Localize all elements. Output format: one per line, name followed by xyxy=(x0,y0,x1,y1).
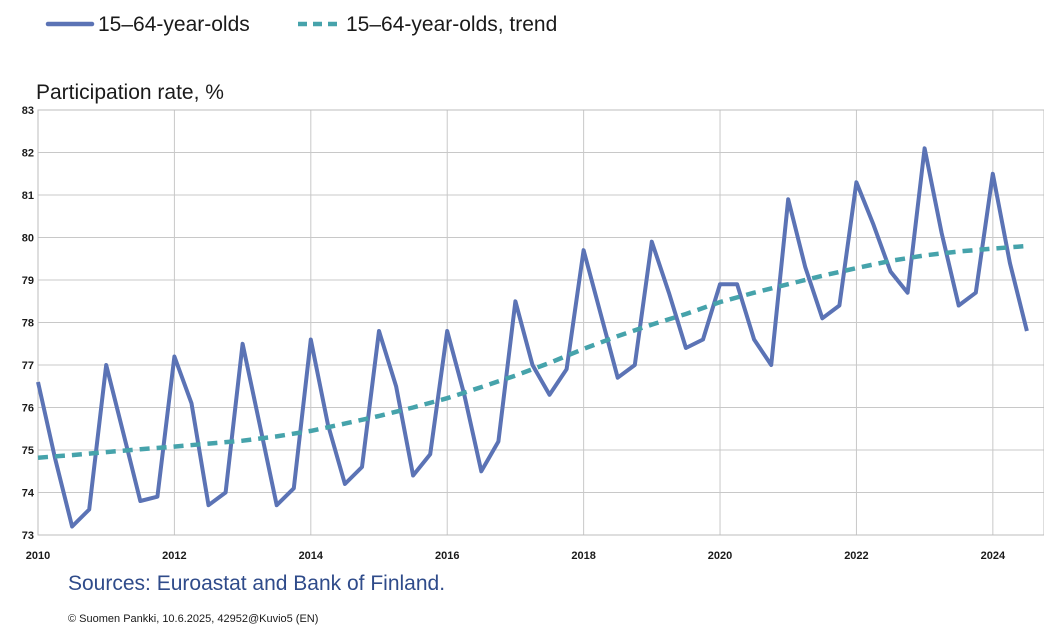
y-tick-label: 79 xyxy=(22,275,34,287)
series-layer xyxy=(36,146,1029,529)
y-tick-label: 74 xyxy=(22,488,35,500)
x-tick-label: 2022 xyxy=(844,550,868,562)
x-tick-label: 2024 xyxy=(981,550,1006,562)
legend-label-dashed: 15–64-year-olds, trend xyxy=(346,13,557,36)
x-tick-label: 2016 xyxy=(435,550,459,562)
copyright-footer: © Suomen Pankki, 10.6.2025, 42952@Kuvio5… xyxy=(68,613,318,625)
y-tick-labels: 73 74 75 76 77 78 79 80 81 82 83 xyxy=(22,105,35,542)
x-tick-labels: 2010 2012 2014 2016 2018 2020 2022 2024 xyxy=(26,550,1006,562)
x-tick-label: 2018 xyxy=(571,550,595,562)
source-note: Sources: Euroastat and Bank of Finland. xyxy=(68,572,445,595)
y-axis-label: Participation rate, % xyxy=(36,81,224,104)
x-tick-label: 2020 xyxy=(708,550,732,562)
x-tick-label: 2010 xyxy=(26,550,50,562)
x-tick-label: 2014 xyxy=(299,550,324,562)
plot-frame xyxy=(37,109,1044,536)
y-tick-label: 78 xyxy=(22,318,34,330)
y-tick-label: 82 xyxy=(22,148,34,160)
trend-series-line xyxy=(37,243,1028,460)
y-tick-label: 77 xyxy=(22,360,34,372)
legend-label-solid: 15–64-year-olds xyxy=(98,13,250,36)
y-tick-label: 76 xyxy=(22,403,34,415)
y-tick-label: 75 xyxy=(22,445,34,457)
grid xyxy=(37,109,1044,536)
legend: 15–64-year-olds 15–64-year-olds, trend xyxy=(45,13,557,36)
y-tick-label: 81 xyxy=(22,190,34,202)
y-tick-label: 73 xyxy=(22,530,34,542)
participation-series-line xyxy=(36,146,1029,529)
y-tick-label: 83 xyxy=(22,105,34,117)
y-tick-label: 80 xyxy=(22,233,34,245)
x-tick-label: 2012 xyxy=(162,550,186,562)
